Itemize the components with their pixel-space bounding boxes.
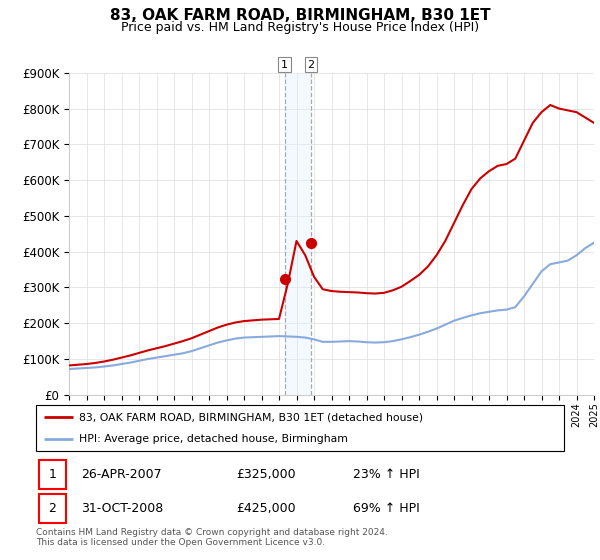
Text: 69% ↑ HPI: 69% ↑ HPI	[353, 502, 419, 515]
Text: 2: 2	[307, 59, 314, 69]
FancyBboxPatch shape	[38, 460, 66, 489]
Text: 23% ↑ HPI: 23% ↑ HPI	[353, 468, 419, 481]
Text: 83, OAK FARM ROAD, BIRMINGHAM, B30 1ET (detached house): 83, OAK FARM ROAD, BIRMINGHAM, B30 1ET (…	[79, 412, 424, 422]
Text: £425,000: £425,000	[236, 502, 296, 515]
Text: £325,000: £325,000	[236, 468, 296, 481]
Text: 26-APR-2007: 26-APR-2007	[81, 468, 161, 481]
Text: 1: 1	[49, 468, 56, 481]
Bar	[284, 73, 311, 395]
Text: Price paid vs. HM Land Registry's House Price Index (HPI): Price paid vs. HM Land Registry's House …	[121, 21, 479, 34]
FancyBboxPatch shape	[38, 494, 66, 523]
Text: HPI: Average price, detached house, Birmingham: HPI: Average price, detached house, Birm…	[79, 435, 348, 444]
Text: Contains HM Land Registry data © Crown copyright and database right 2024.
This d: Contains HM Land Registry data © Crown c…	[36, 528, 388, 547]
FancyBboxPatch shape	[36, 405, 564, 451]
Text: 2: 2	[49, 502, 56, 515]
Text: 83, OAK FARM ROAD, BIRMINGHAM, B30 1ET: 83, OAK FARM ROAD, BIRMINGHAM, B30 1ET	[110, 8, 490, 24]
Text: 31-OCT-2008: 31-OCT-2008	[81, 502, 163, 515]
Text: 1: 1	[281, 59, 288, 69]
